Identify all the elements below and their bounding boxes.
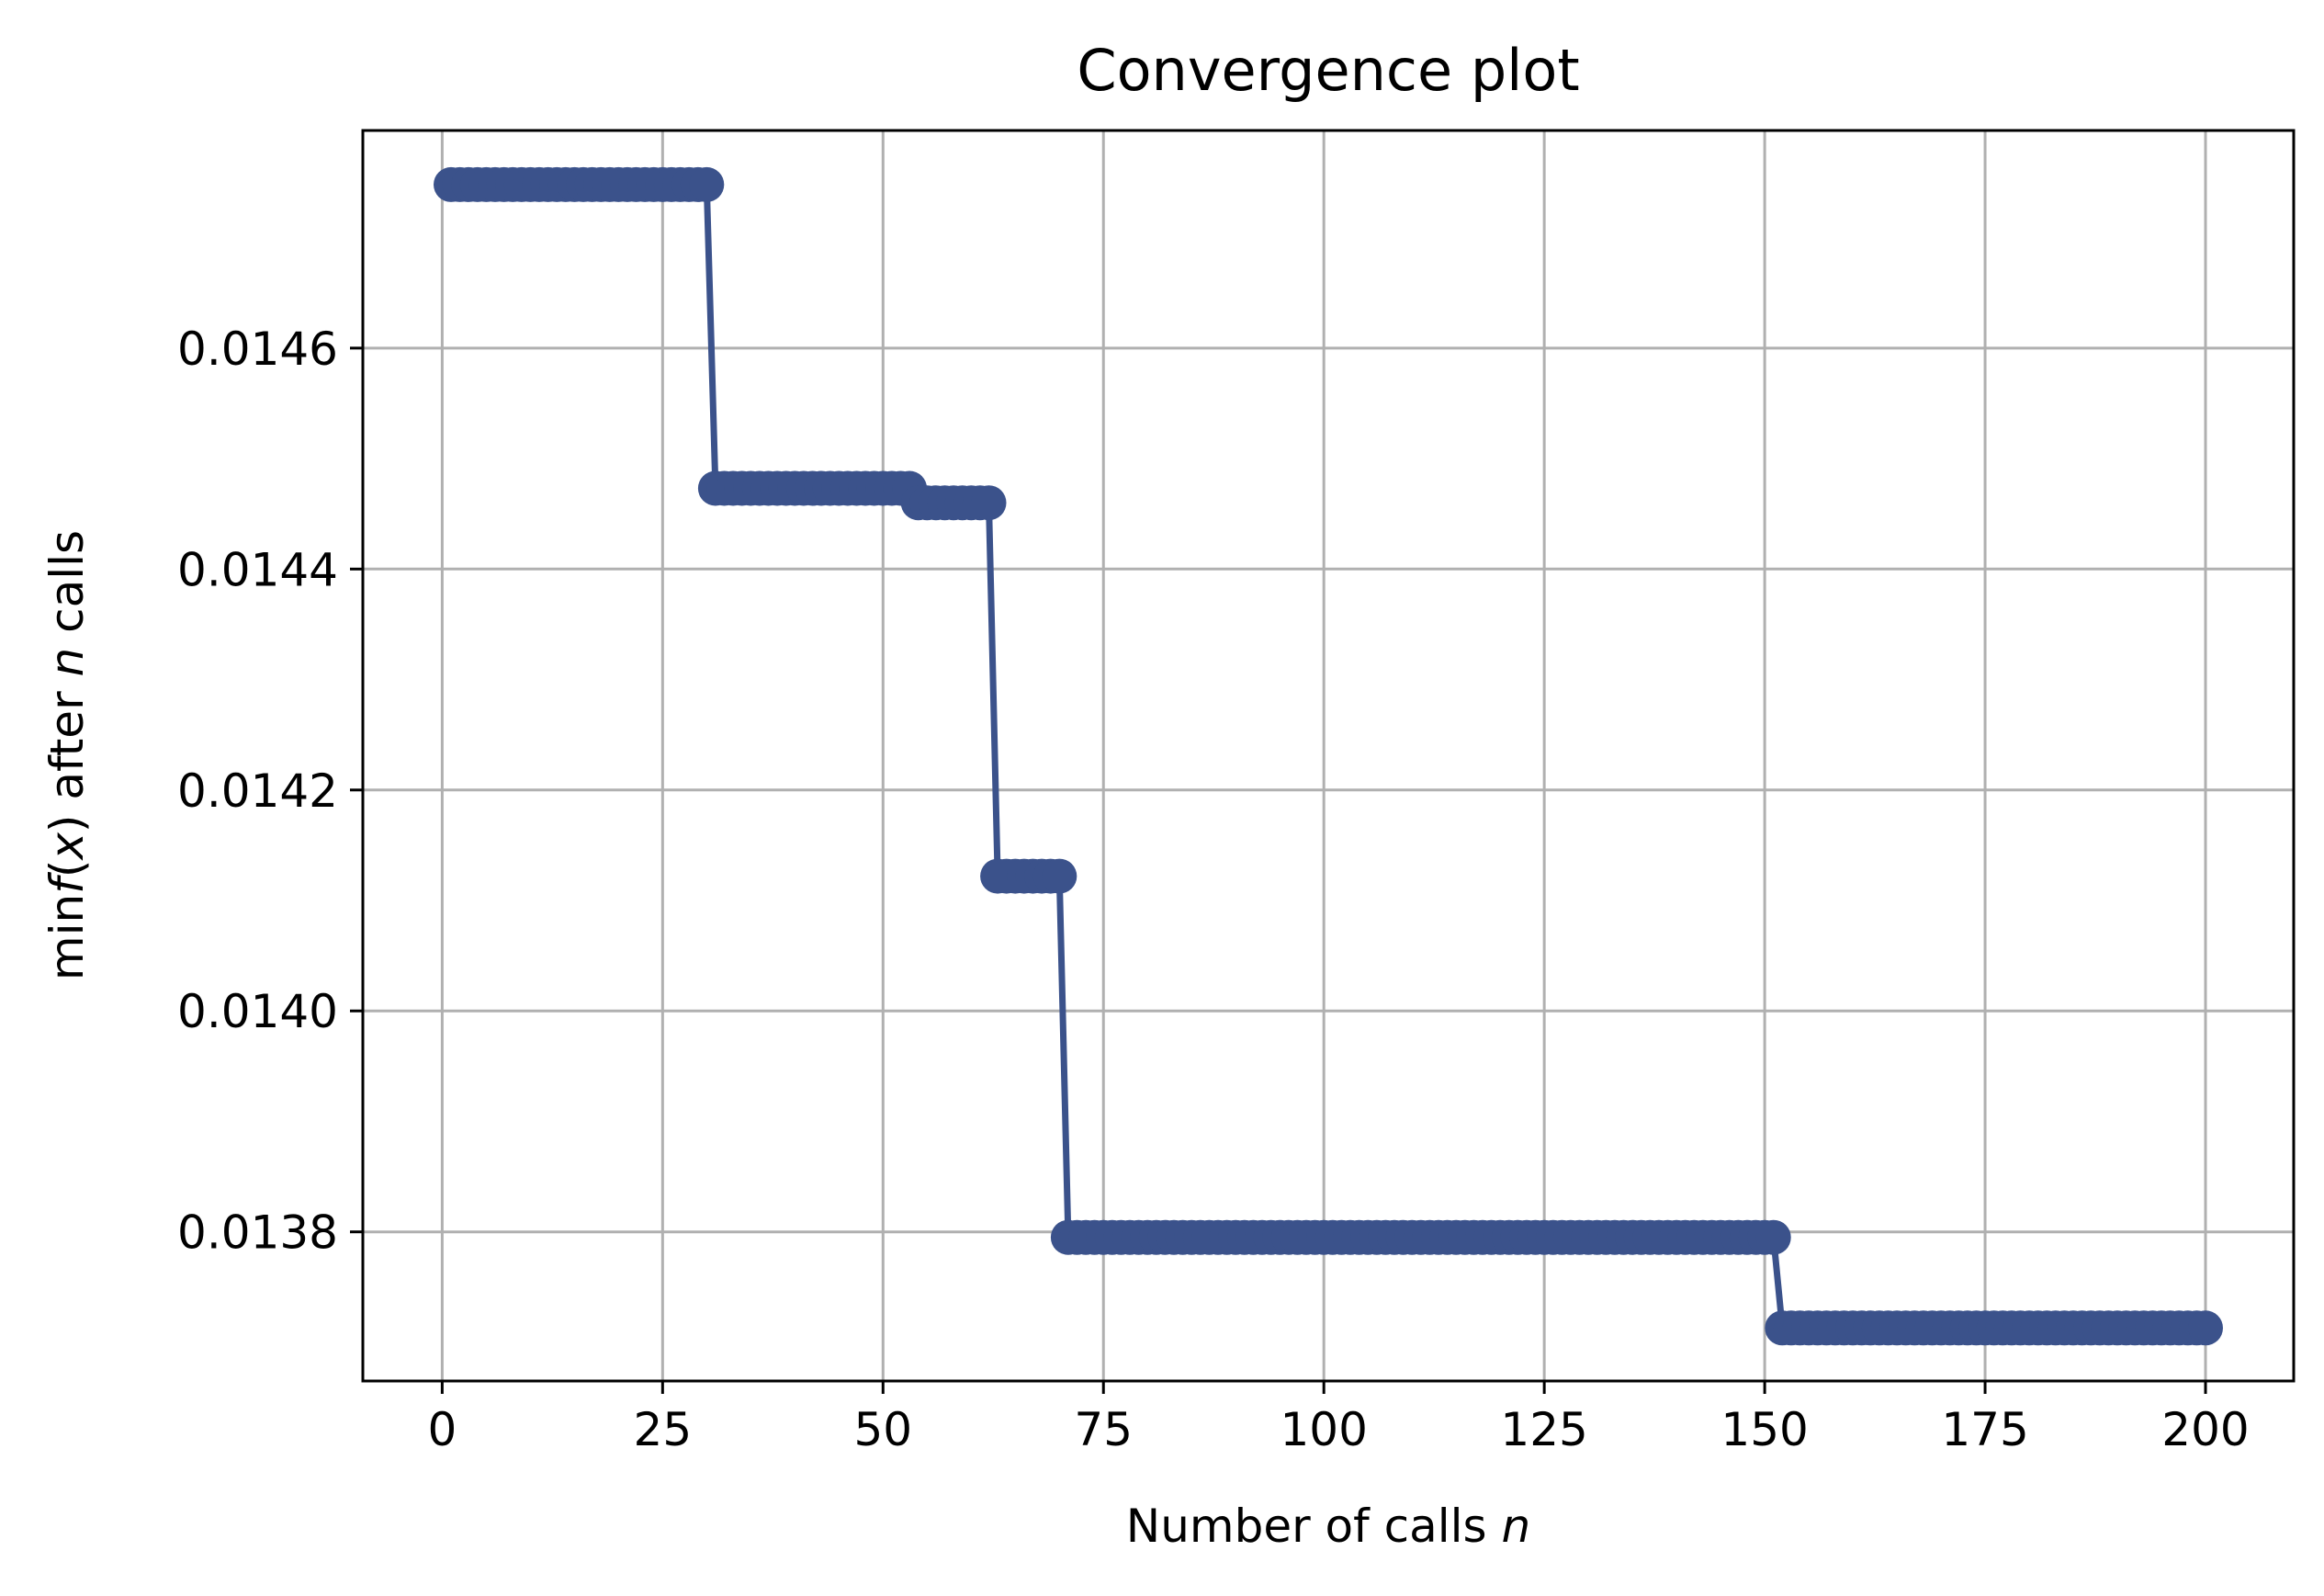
- y-tick-label: 0.0146: [177, 323, 338, 376]
- y-tick-label: 0.0142: [177, 764, 338, 818]
- y-label-after: ) after: [40, 676, 94, 832]
- data-point: [1042, 858, 1077, 894]
- y-tick-label: 0.0138: [177, 1206, 338, 1260]
- ticks: 0 25 50 75 100 125 150 175 200 0.0138 0.0140 0.0142…: [177, 323, 2250, 1456]
- x-tick-label: 0: [427, 1403, 457, 1456]
- data-point: [689, 166, 725, 202]
- x-tick-label: 100: [1280, 1403, 1367, 1456]
- y-label-calls: calls: [40, 530, 94, 648]
- x-tick-label: 75: [1074, 1403, 1133, 1456]
- x-axis-label-n: n: [1502, 1500, 1531, 1553]
- x-tick-label: 125: [1500, 1403, 1587, 1456]
- grid: [363, 130, 2294, 1381]
- data-point: [2188, 1310, 2223, 1346]
- chart-title: Convergence plot: [1077, 37, 1579, 104]
- y-tick-label: 0.0144: [177, 543, 338, 596]
- x-tick-label: 25: [634, 1403, 693, 1456]
- x-axis-label: Number of calls n: [1126, 1500, 1530, 1553]
- y-axis-label: minf(x) after n calls: [40, 530, 94, 980]
- x-axis-label-text: Number of calls: [1126, 1500, 1502, 1553]
- x-tick-label: 150: [1720, 1403, 1808, 1456]
- y-label-x: x: [40, 832, 94, 862]
- y-label-open: (: [40, 860, 94, 878]
- y-label-n: n: [40, 648, 94, 677]
- series-layer: [434, 166, 2223, 1346]
- axes-frame: [361, 129, 2296, 1383]
- x-tick-label: 50: [853, 1403, 912, 1456]
- data-point: [1755, 1219, 1791, 1255]
- data-point: [971, 485, 1007, 521]
- x-tick-label: 175: [1941, 1403, 2028, 1456]
- x-tick-label: 200: [2161, 1403, 2249, 1456]
- y-label-min: min: [40, 894, 94, 980]
- y-tick-label: 0.0140: [177, 985, 338, 1038]
